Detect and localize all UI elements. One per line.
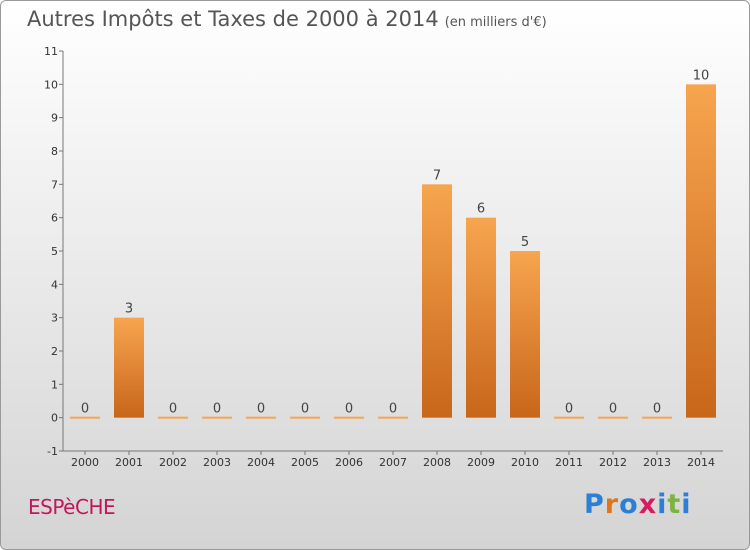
logo-letter: i	[681, 489, 692, 520]
bar	[598, 416, 628, 419]
chart-title-unit: (en milliers d'€)	[444, 15, 547, 30]
x-tick-label: 2009	[467, 456, 495, 469]
x-tick-label: 2010	[511, 456, 539, 469]
x-tick-label: 2012	[599, 456, 627, 469]
bar	[422, 184, 452, 418]
y-tick-label: 2	[51, 345, 58, 358]
x-axis: 2000 2001 2002 2003 2004 2005 2006 2007 2008 2009…	[63, 450, 723, 469]
value-label: 6	[477, 202, 485, 217]
bars: 0 3 0 0 0 0 0 0 7 6 5 0 0 0 10	[70, 68, 716, 419]
bar	[686, 84, 716, 418]
y-tick-label: 7	[51, 178, 58, 191]
bar	[70, 416, 100, 419]
bar	[466, 217, 496, 418]
x-tick-label: 2006	[335, 456, 363, 469]
x-tick-label: 2005	[291, 456, 319, 469]
logo-letter: r	[604, 489, 620, 520]
y-tick-label: 1	[51, 378, 58, 391]
x-tick-label: 2008	[423, 456, 451, 469]
chart-title-main: Autres Impôts et Taxes de 2000 à 2014	[27, 7, 439, 31]
y-tick-label: 6	[51, 212, 58, 225]
y-tick-label: 11	[44, 45, 58, 58]
value-label: 0	[213, 402, 221, 417]
bar	[554, 416, 584, 419]
bar	[158, 416, 188, 419]
x-tick-label: 2001	[115, 456, 143, 469]
y-tick-label: 4	[51, 278, 58, 291]
bar	[246, 416, 276, 419]
logo-letter: t	[667, 489, 682, 520]
value-label: 0	[609, 402, 617, 417]
value-label: 0	[565, 402, 573, 417]
y-tick-label: 3	[51, 312, 58, 325]
value-label: 0	[81, 402, 89, 417]
value-label: 7	[433, 168, 441, 183]
value-label: 10	[693, 68, 710, 83]
chart-title: Autres Impôts et Taxes de 2000 à 2014 (en…	[27, 7, 547, 31]
x-tick-label: 2003	[203, 456, 231, 469]
y-tick-label: 9	[51, 112, 58, 125]
y-tick-label: 5	[51, 245, 58, 258]
bar	[510, 251, 540, 418]
y-tick-label: 0	[51, 412, 58, 425]
value-label: 0	[653, 402, 661, 417]
bar	[334, 416, 364, 419]
y-tick-label: -1	[47, 445, 58, 458]
x-tick-label: 2002	[159, 456, 187, 469]
logo-letter: P	[584, 489, 605, 520]
logo-letter: o	[619, 489, 639, 520]
value-label: 0	[169, 402, 177, 417]
x-tick-label: 2013	[643, 456, 671, 469]
y-axis: -1 0 1 2 3 4 5 6 7 8 9 10 11	[44, 45, 64, 458]
x-tick-label: 2007	[379, 456, 407, 469]
bar	[114, 317, 144, 418]
value-label: 0	[345, 402, 353, 417]
proxiti-logo[interactable]: Proxiti	[584, 489, 692, 520]
bar	[642, 416, 672, 419]
x-tick-label: 2014	[687, 456, 715, 469]
value-label: 0	[301, 402, 309, 417]
bar	[378, 416, 408, 419]
commune-name: ESPèCHE	[28, 495, 116, 519]
x-tick-label: 2011	[555, 456, 583, 469]
value-label: 5	[521, 235, 529, 250]
logo-letter: i	[657, 489, 668, 520]
x-tick-label: 2004	[247, 456, 275, 469]
y-tick-label: 8	[51, 145, 58, 158]
logo-letter: x	[638, 489, 658, 520]
bar	[290, 416, 320, 419]
value-label: 0	[257, 402, 265, 417]
y-tick-label: 10	[44, 78, 58, 91]
value-label: 3	[125, 302, 133, 317]
x-tick-label: 2000	[71, 456, 99, 469]
bar	[202, 416, 232, 419]
value-label: 0	[389, 402, 397, 417]
